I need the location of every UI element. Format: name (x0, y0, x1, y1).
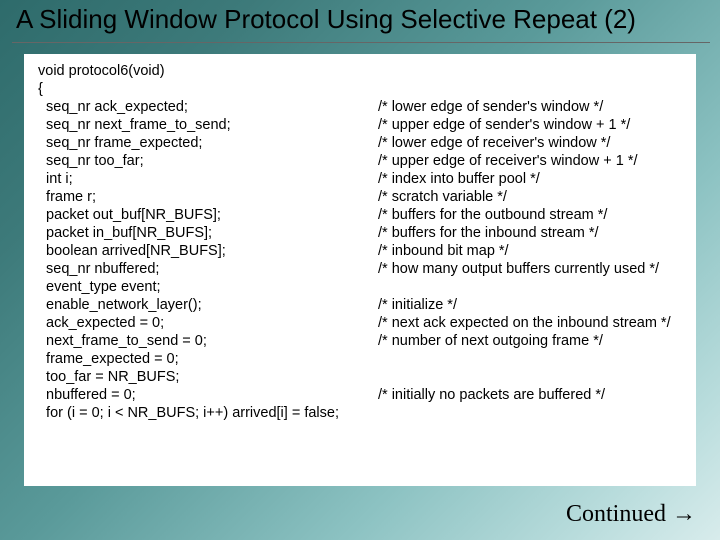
code-line: int i;/* index into buffer pool */ (38, 170, 682, 188)
code-text: int i; (38, 170, 378, 188)
code-comment: /* lower edge of sender's window */ (378, 98, 682, 116)
code-comment: /* how many output buffers currently use… (378, 260, 682, 278)
code-line: seq_nr nbuffered;/* how many output buff… (38, 260, 682, 278)
code-text: seq_nr ack_expected; (38, 98, 378, 116)
code-comment: /* next ack expected on the inbound stre… (378, 314, 682, 332)
slide: A Sliding Window Protocol Using Selectiv… (0, 0, 720, 540)
code-line: seq_nr next_frame_to_send;/* upper edge … (38, 116, 682, 134)
code-text: void protocol6(void) (38, 62, 378, 80)
code-text: seq_nr next_frame_to_send; (38, 116, 378, 134)
code-text: seq_nr frame_expected; (38, 134, 378, 152)
continued-text: Continued (566, 501, 672, 527)
code-listing: void protocol6(void){ seq_nr ack_expecte… (24, 54, 696, 486)
code-text: too_far = NR_BUFS; (38, 368, 378, 386)
code-line: nbuffered = 0;/* initially no packets ar… (38, 386, 682, 404)
code-text: for (i = 0; i < NR_BUFS; i++) arrived[i]… (38, 404, 378, 422)
code-line: too_far = NR_BUFS; (38, 368, 682, 386)
arrow-right-icon: → (672, 500, 696, 527)
code-line: event_type event; (38, 278, 682, 296)
slide-title: A Sliding Window Protocol Using Selectiv… (16, 4, 712, 35)
code-line: frame r;/* scratch variable */ (38, 188, 682, 206)
code-comment: /* initially no packets are buffered */ (378, 386, 682, 404)
title-underline (12, 42, 710, 43)
code-line: boolean arrived[NR_BUFS];/* inbound bit … (38, 242, 682, 260)
code-text: frame_expected = 0; (38, 350, 378, 368)
code-line: packet out_buf[NR_BUFS];/* buffers for t… (38, 206, 682, 224)
code-comment: /* buffers for the inbound stream */ (378, 224, 682, 242)
code-comment: /* scratch variable */ (378, 188, 682, 206)
code-line: void protocol6(void) (38, 62, 682, 80)
code-line: seq_nr too_far;/* upper edge of receiver… (38, 152, 682, 170)
code-line: frame_expected = 0; (38, 350, 682, 368)
code-line: enable_network_layer();/* initialize */ (38, 296, 682, 314)
code-text: { (38, 80, 378, 98)
code-text: enable_network_layer(); (38, 296, 378, 314)
code-comment: /* index into buffer pool */ (378, 170, 682, 188)
code-line: seq_nr ack_expected;/* lower edge of sen… (38, 98, 682, 116)
code-line: { (38, 80, 682, 98)
code-text: nbuffered = 0; (38, 386, 378, 404)
code-comment: /* initialize */ (378, 296, 682, 314)
code-text: seq_nr nbuffered; (38, 260, 378, 278)
code-text: event_type event; (38, 278, 378, 296)
code-comment: /* upper edge of sender's window + 1 */ (378, 116, 682, 134)
code-text: boolean arrived[NR_BUFS]; (38, 242, 378, 260)
code-line: ack_expected = 0;/* next ack expected on… (38, 314, 682, 332)
code-comment: /* number of next outgoing frame */ (378, 332, 682, 350)
code-comment: /* inbound bit map */ (378, 242, 682, 260)
code-text: packet out_buf[NR_BUFS]; (38, 206, 378, 224)
code-comment: /* lower edge of receiver's window */ (378, 134, 682, 152)
continued-label: Continued → (566, 500, 696, 528)
code-text: ack_expected = 0; (38, 314, 378, 332)
code-text: frame r; (38, 188, 378, 206)
code-line: next_frame_to_send = 0;/* number of next… (38, 332, 682, 350)
code-line: seq_nr frame_expected;/* lower edge of r… (38, 134, 682, 152)
code-text: next_frame_to_send = 0; (38, 332, 378, 350)
code-text: packet in_buf[NR_BUFS]; (38, 224, 378, 242)
code-line: packet in_buf[NR_BUFS];/* buffers for th… (38, 224, 682, 242)
code-line: for (i = 0; i < NR_BUFS; i++) arrived[i]… (38, 404, 682, 422)
code-comment: /* buffers for the outbound stream */ (378, 206, 682, 224)
code-text: seq_nr too_far; (38, 152, 378, 170)
code-comment: /* upper edge of receiver's window + 1 *… (378, 152, 682, 170)
